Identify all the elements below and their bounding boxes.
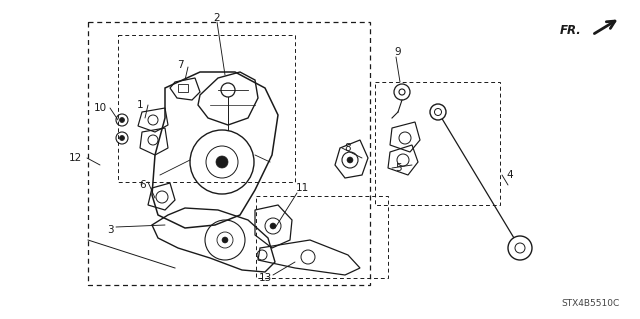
- Text: 7: 7: [177, 60, 183, 70]
- Circle shape: [216, 156, 228, 168]
- Text: STX4B5510C: STX4B5510C: [562, 299, 620, 308]
- Text: 3: 3: [107, 225, 113, 235]
- Text: FR.: FR.: [560, 24, 582, 36]
- Circle shape: [270, 223, 276, 229]
- Bar: [118, 35, 295, 182]
- Text: 11: 11: [296, 183, 308, 193]
- Circle shape: [222, 237, 228, 243]
- Circle shape: [347, 157, 353, 163]
- Circle shape: [508, 236, 532, 260]
- Text: 10: 10: [93, 103, 107, 113]
- Circle shape: [120, 117, 125, 122]
- Text: 9: 9: [395, 47, 401, 57]
- Text: 12: 12: [68, 153, 82, 163]
- Text: 8: 8: [345, 143, 351, 153]
- Bar: [178, 84, 188, 92]
- Text: 6: 6: [140, 180, 147, 190]
- Bar: [375, 82, 500, 205]
- Text: 2: 2: [214, 13, 220, 23]
- Text: 1: 1: [137, 100, 143, 110]
- Circle shape: [430, 104, 446, 120]
- Text: 4: 4: [507, 170, 513, 180]
- Circle shape: [120, 136, 125, 140]
- Text: 5: 5: [395, 163, 401, 173]
- Bar: [256, 196, 388, 278]
- Bar: [88, 22, 370, 285]
- Text: 13: 13: [259, 273, 271, 283]
- Circle shape: [399, 89, 405, 95]
